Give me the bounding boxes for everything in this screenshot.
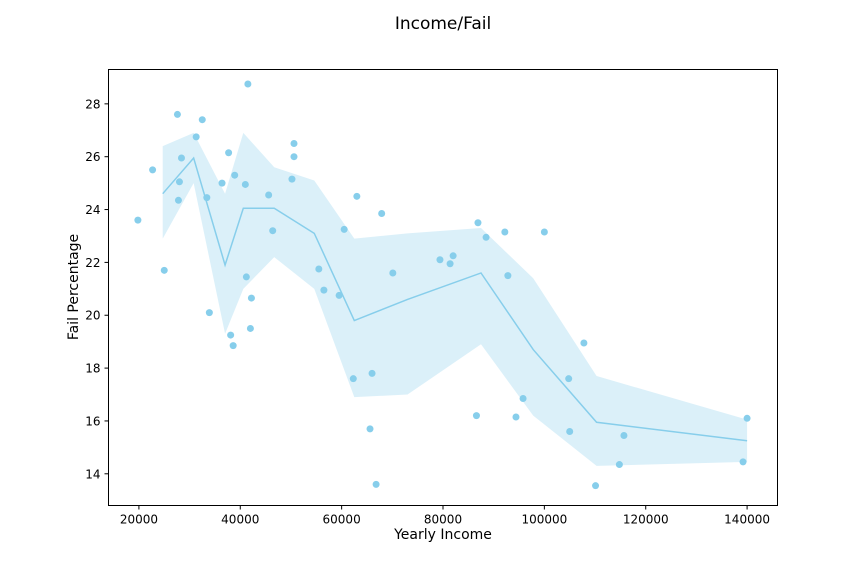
scatter-point	[474, 219, 482, 227]
scatter-point	[368, 369, 376, 377]
scatter-point	[242, 273, 250, 281]
scatter-point	[519, 394, 527, 402]
x-axis-label: Yearly Income	[393, 527, 492, 543]
trend-line-layer	[162, 156, 748, 442]
scatter-point	[353, 192, 361, 200]
scatter-point	[565, 375, 573, 383]
scatter-point	[501, 228, 509, 236]
scatter-point	[288, 175, 296, 183]
y-tick-label: 16	[85, 414, 100, 428]
scatter-point	[174, 196, 182, 204]
scatter-point	[246, 324, 254, 332]
scatter-point	[335, 291, 343, 299]
scatter-point	[290, 153, 298, 161]
x-axis-ticks: 20000 40000 60000 80000 100000 120000 140000	[120, 505, 770, 527]
scatter-point	[265, 191, 273, 199]
scatter-point	[320, 286, 328, 294]
scatter-point	[340, 225, 348, 233]
scatter-point	[472, 412, 480, 420]
scatter-point	[175, 178, 183, 186]
scatter-point	[743, 414, 751, 422]
x-tick-label: 120000	[623, 513, 669, 527]
scatter-point	[149, 166, 157, 174]
scatter-point	[739, 458, 747, 466]
scatter-point	[315, 265, 323, 273]
y-tick-label: 18	[85, 362, 100, 376]
scatter-point	[366, 425, 374, 433]
scatter-point	[580, 339, 588, 347]
scatter-point	[372, 480, 380, 488]
scatter-point	[378, 210, 386, 218]
scatter-point	[192, 133, 200, 141]
scatter-point	[389, 269, 397, 277]
scatter-point	[203, 194, 211, 202]
x-tick-label: 100000	[521, 513, 567, 527]
scatter-point	[446, 260, 454, 268]
confidence-band	[162, 132, 748, 466]
x-tick-label: 20000	[120, 513, 158, 527]
x-tick-label: 140000	[724, 513, 770, 527]
scatter-point	[615, 461, 623, 469]
scatter-point	[540, 228, 548, 236]
scatter-point	[225, 149, 233, 157]
scatter-point	[227, 331, 235, 339]
scatter-point	[134, 216, 142, 224]
scatter-point	[241, 180, 249, 188]
scatter-point	[205, 309, 213, 317]
scatter-point	[436, 256, 444, 264]
y-tick-label: 26	[85, 150, 100, 164]
y-tick-label: 14	[85, 467, 100, 481]
y-axis-label: Fail Percentage	[66, 234, 82, 340]
trend-line	[162, 156, 748, 442]
scatter-point	[218, 179, 226, 187]
scatter-point	[290, 139, 298, 147]
scatter-point	[229, 342, 237, 350]
y-axis-ticks: 14 16 18 20 22 24 26 28	[85, 97, 109, 481]
confidence-band-layer	[162, 132, 748, 466]
scatter-point	[504, 272, 512, 280]
scatter-point	[482, 233, 490, 241]
scatter-point	[160, 266, 168, 274]
x-tick-label: 80000	[424, 513, 462, 527]
scatter-point	[177, 154, 185, 162]
scatter-point	[247, 294, 255, 302]
scatter-point	[512, 413, 520, 421]
scatter-point	[269, 227, 277, 235]
scatter-point	[231, 171, 239, 179]
scatter-point	[173, 110, 181, 118]
chart-title: Income/Fail	[395, 14, 491, 34]
scatter-point	[349, 375, 357, 383]
scatter-points-layer	[134, 80, 751, 490]
scatter-point	[198, 116, 206, 124]
y-tick-label: 20	[85, 309, 100, 323]
y-tick-label: 22	[85, 256, 100, 270]
scatter-point	[244, 80, 252, 88]
y-tick-label: 28	[85, 97, 100, 111]
y-tick-label: 24	[85, 203, 100, 217]
scatter-point	[592, 482, 600, 490]
scatter-point	[566, 428, 574, 436]
x-tick-label: 60000	[323, 513, 361, 527]
scatter-point	[449, 252, 457, 260]
x-tick-label: 40000	[221, 513, 259, 527]
scatter-point	[620, 431, 628, 439]
